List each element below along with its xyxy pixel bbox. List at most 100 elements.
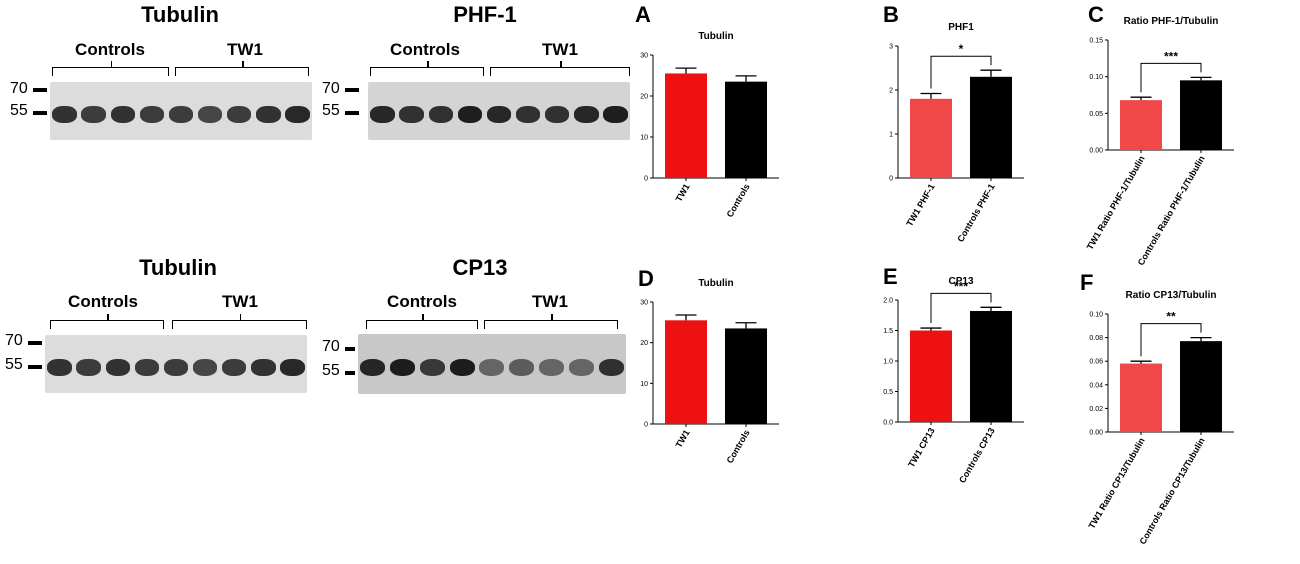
gel-band — [47, 359, 72, 376]
group-label-controls: Controls — [75, 40, 145, 59]
gel-band — [479, 359, 505, 376]
y-tick-label: 30 — [640, 300, 648, 307]
marker-55: 55 — [5, 356, 23, 373]
bar-controls — [970, 310, 1012, 422]
bar-tw1 — [1120, 363, 1162, 432]
chart-panel-d: D Tubulin 0 10 20 30 TW1 Controls — [615, 262, 825, 507]
y-tick-label: 1.5 — [883, 328, 893, 335]
y-tick-label: 10 — [640, 381, 648, 388]
bracket-controls — [366, 314, 478, 329]
marker-55: 55 — [322, 102, 340, 119]
bar-tw1 — [910, 98, 952, 178]
x-category-label: TW1 Ratio CP13/Tubulin — [1086, 436, 1146, 530]
y-tick-label: 3 — [889, 44, 893, 51]
bar-tw1 — [910, 330, 952, 422]
gel-band — [139, 106, 165, 123]
gel-band — [105, 359, 130, 376]
marker-55-dash — [33, 111, 47, 115]
gel-band — [285, 106, 310, 123]
marker-70-dash — [33, 88, 47, 92]
chart-title: Ratio PHF-1/Tubulin — [1124, 16, 1219, 27]
bar-chart: Ratio CP13/Tubulin 0.00 0.02 0.04 0.06 0.08 0.… — [1086, 290, 1234, 546]
marker-55: 55 — [10, 102, 28, 119]
marker-70: 70 — [10, 80, 28, 97]
group-label-tw1: TW1 — [222, 292, 258, 311]
bar-controls — [725, 81, 767, 178]
y-tick-label: 10 — [640, 135, 648, 142]
panel-letter: B — [883, 2, 899, 27]
bar-chart: CP13 0.0 0.5 1.0 1.5 2.0 TW1 CP13 Controls CP13… — [883, 276, 1024, 485]
y-tick-label: 0.06 — [1089, 359, 1103, 366]
x-category-label: Controls Ratio PHF-1/Tubulin — [1136, 154, 1207, 267]
bar-chart: Tubulin 0 10 20 30 TW1 Controls — [640, 278, 779, 465]
y-tick-label: 0.5 — [883, 389, 893, 396]
blot-title: PHF-1 — [453, 2, 517, 27]
y-tick-label: 0 — [644, 422, 648, 429]
gel-image — [45, 335, 307, 393]
x-category-label: Controls Ratio CP13/Tubulin — [1137, 436, 1206, 546]
bracket-tw1 — [172, 314, 307, 329]
y-tick-label: 0.10 — [1089, 312, 1103, 319]
gel-band — [486, 106, 512, 123]
x-category-label: TW1 — [674, 428, 692, 449]
gel-band — [399, 106, 424, 123]
gel-band — [134, 359, 160, 376]
bar-chart: Tubulin 0 10 20 30 TW1 Controls — [640, 31, 779, 219]
bar-controls — [970, 76, 1012, 178]
gel-band — [197, 106, 223, 123]
panel-letter: C — [1088, 2, 1104, 27]
gel-band — [280, 359, 305, 376]
bracket-tw1 — [175, 61, 309, 76]
blot-title: CP13 — [452, 255, 508, 280]
y-tick-label: 0.00 — [1089, 430, 1103, 437]
gel-band — [428, 106, 453, 123]
chart-panel-f: F Ratio CP13/Tubulin 0.00 0.02 0.04 0.06 0.08… — [1070, 262, 1290, 564]
blot-title: Tubulin — [139, 255, 217, 280]
panel-letter: A — [635, 2, 651, 27]
group-label-controls: Controls — [68, 292, 138, 311]
gel-band — [256, 106, 281, 123]
panel-letter: E — [883, 264, 898, 289]
y-tick-label: 2.0 — [883, 298, 893, 305]
y-tick-label: 30 — [640, 53, 648, 60]
x-category-label: Controls — [725, 182, 752, 219]
gel-band — [163, 359, 189, 376]
significance-bracket — [1140, 323, 1202, 357]
gel-band — [598, 359, 624, 376]
y-tick-label: 0 — [644, 176, 648, 183]
chart-title: PHF1 — [948, 22, 974, 33]
gel-band — [509, 359, 535, 376]
group-label-tw1: TW1 — [532, 292, 568, 311]
gel-band — [192, 359, 218, 376]
bar-chart: Ratio PHF-1/Tubulin 0.00 0.05 0.10 0.15 TW1 R… — [1085, 16, 1234, 267]
y-tick-label: 0.08 — [1089, 335, 1103, 342]
marker-70: 70 — [322, 338, 340, 355]
x-category-label: Controls — [725, 428, 752, 465]
gel-band — [251, 359, 276, 376]
marker-70-dash — [28, 341, 42, 345]
gel-band — [76, 359, 101, 376]
y-tick-label: 2 — [889, 88, 893, 95]
chart-title: Tubulin — [698, 278, 733, 289]
chart-panel-c: C Ratio PHF-1/Tubulin 0.00 0.05 0.10 0.15 TW1… — [1070, 0, 1290, 267]
group-label-controls: Controls — [387, 292, 457, 311]
gel-band — [168, 106, 194, 123]
gel-band — [449, 359, 475, 376]
bar-chart: PHF1 0 1 2 3 TW1 PHF-1 Controls PHF-1 * — [889, 22, 1024, 244]
y-tick-label: 0.04 — [1089, 382, 1103, 389]
bracket-controls — [52, 61, 169, 76]
bar-controls — [1180, 341, 1222, 432]
gel-image — [368, 82, 630, 140]
x-category-label: TW1 — [674, 182, 692, 203]
significance-bracket — [1140, 62, 1202, 93]
bar-controls — [1180, 80, 1222, 150]
gel-band — [390, 359, 416, 376]
x-category-label: TW1 PHF-1 — [904, 182, 936, 228]
significance-bracket — [930, 292, 992, 324]
gel-band — [221, 359, 247, 376]
gel-band — [544, 106, 570, 123]
y-tick-label: 0.0 — [883, 420, 893, 427]
marker-70: 70 — [5, 332, 23, 349]
chart-panel-e: E CP13 0.0 0.5 1.0 1.5 2.0 TW1 CP13 Controls CP… — [860, 262, 1070, 507]
gel-band — [515, 106, 541, 123]
